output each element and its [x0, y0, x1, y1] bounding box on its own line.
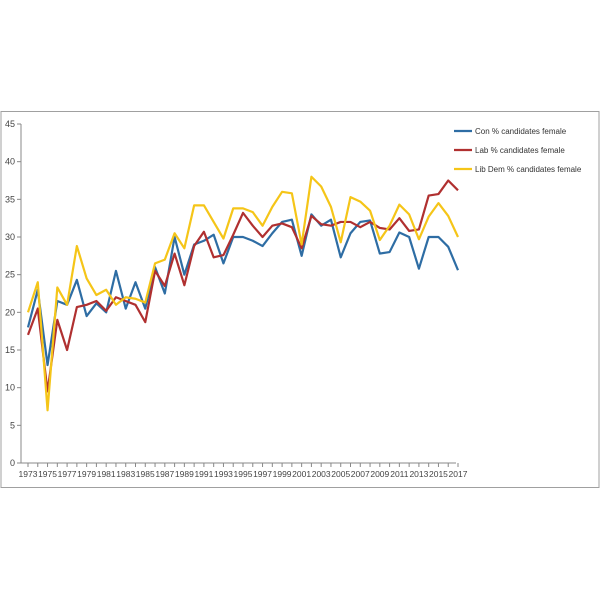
x-tick-label: 2017 — [449, 469, 468, 479]
x-tick-label: 1977 — [58, 469, 77, 479]
y-tick-label: 45 — [5, 119, 15, 129]
y-tick-label: 15 — [5, 345, 15, 355]
x-tick-label: 1999 — [273, 469, 292, 479]
y-tick-label: 30 — [5, 232, 15, 242]
x-tick-label: 1985 — [136, 469, 155, 479]
legend-label: Lab % candidates female — [475, 146, 565, 155]
x-tick-label: 2015 — [429, 469, 448, 479]
x-tick-label: 2007 — [351, 469, 370, 479]
x-tick-label: 1987 — [155, 469, 174, 479]
x-tick-label: 1995 — [234, 469, 253, 479]
y-tick-label: 40 — [5, 157, 15, 167]
x-tick-label: 2005 — [331, 469, 350, 479]
y-tick-label: 25 — [5, 270, 15, 280]
x-tick-label: 1973 — [19, 469, 38, 479]
x-tick-label: 2013 — [409, 469, 428, 479]
series-lines — [26, 175, 460, 412]
x-tick-label: 1975 — [38, 469, 57, 479]
series-line-0 — [26, 213, 460, 367]
legend-label: Con % candidates female — [475, 127, 567, 136]
x-tick-label: 2011 — [390, 469, 409, 479]
x-tick-label: 2001 — [292, 469, 311, 479]
y-tick-label: 5 — [10, 420, 15, 430]
x-tick-label: 1983 — [116, 469, 135, 479]
x-tick-label: 1989 — [175, 469, 194, 479]
x-tick-label: 1979 — [77, 469, 96, 479]
y-tick-label: 10 — [5, 383, 15, 393]
x-tick-label: 2003 — [312, 469, 331, 479]
chart-border — [0, 111, 600, 488]
series-line-2 — [26, 175, 459, 412]
x-tick-label: 1997 — [253, 469, 272, 479]
x-tick-label: 2009 — [370, 469, 389, 479]
y-tick-label: 35 — [5, 194, 15, 204]
y-tick-label: 0 — [10, 458, 15, 468]
x-tick-label: 1981 — [97, 469, 116, 479]
legend-label: Lib Dem % candidates female — [475, 165, 582, 174]
x-tick-label: 1993 — [214, 469, 233, 479]
legend: Con % candidates female Lab % candidates … — [454, 127, 582, 174]
y-tick-label: 20 — [5, 307, 15, 317]
x-tick-label: 1991 — [194, 469, 213, 479]
